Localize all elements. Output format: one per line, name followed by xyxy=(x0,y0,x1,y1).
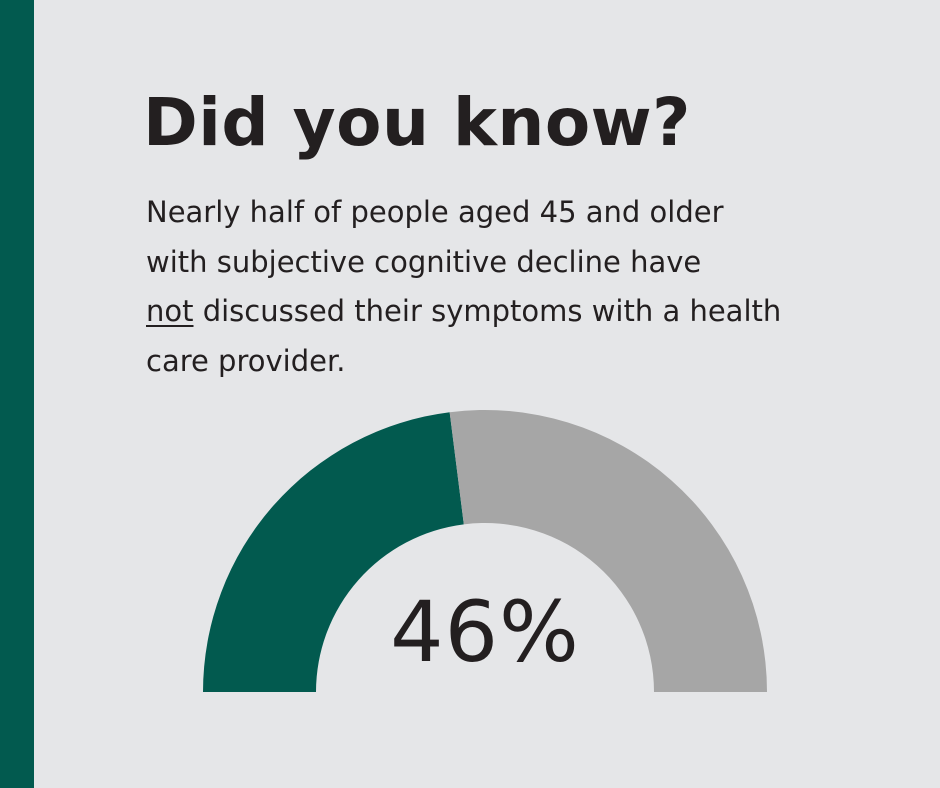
accent-side-bar xyxy=(0,0,34,788)
description-line-3: discussed their symptoms with a health xyxy=(193,294,782,328)
description-line-2: with subjective cognitive decline have xyxy=(146,244,702,279)
description-line-1: Nearly half of people aged 45 and older xyxy=(146,195,724,229)
statistic-description: Nearly half of people aged 45 and older w… xyxy=(146,188,806,386)
description-line-4: care provider. xyxy=(146,343,346,378)
percentage-value: 46% xyxy=(390,583,580,681)
gauge-slice-discussed xyxy=(449,410,767,692)
underlined-emphasis: not xyxy=(146,294,194,328)
page-title: Did you know? xyxy=(143,84,691,161)
gauge-slice-not-discussed xyxy=(203,412,464,692)
